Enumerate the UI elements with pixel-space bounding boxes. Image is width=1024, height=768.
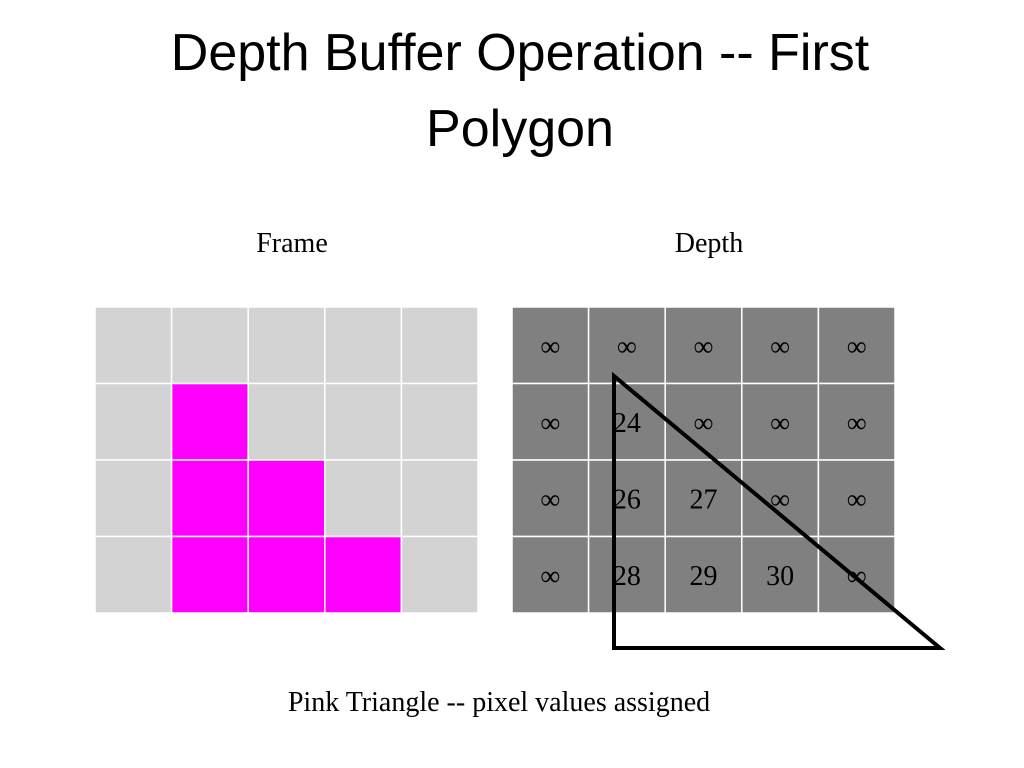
depth-cell — [587, 459, 666, 538]
title-line-1: Depth Buffer Operation -- First — [171, 24, 870, 82]
frame-cell — [400, 459, 479, 538]
frame-cell — [94, 535, 173, 614]
depth-cell — [664, 535, 743, 614]
depth-value: 29 — [690, 561, 718, 592]
frame-cell — [324, 535, 403, 614]
caption: Pink Triangle -- pixel values assigned — [288, 687, 710, 718]
frame-cell — [170, 306, 249, 385]
depth-value: ∞ — [617, 331, 637, 362]
frame-cell — [247, 459, 326, 538]
depth-value: ∞ — [770, 408, 790, 439]
frame-label: Frame — [256, 228, 328, 259]
depth-cell — [741, 535, 820, 614]
depth-cell — [817, 382, 896, 461]
depth-cell — [511, 535, 590, 614]
frame-cell — [94, 306, 173, 385]
frame-cell — [324, 382, 403, 461]
frame-cell — [324, 459, 403, 538]
depth-label: Depth — [675, 228, 743, 259]
depth-value: ∞ — [770, 331, 790, 362]
depth-value: 24 — [613, 408, 641, 439]
depth-cell — [511, 459, 590, 538]
frame-cell — [400, 382, 479, 461]
depth-value: ∞ — [540, 561, 560, 592]
depth-cell — [741, 459, 820, 538]
depth-value: ∞ — [847, 484, 867, 515]
depth-value: 27 — [690, 484, 718, 515]
depth-value: ∞ — [847, 331, 867, 362]
depth-value: 26 — [613, 484, 641, 515]
frame-cell — [94, 459, 173, 538]
frame-cell — [170, 535, 249, 614]
grids: ∞ ∞ ∞ ∞ ∞∞ 24 ∞ ∞ ∞∞ 26 27 ∞ ∞∞ 28 29 30 ∞ — [94, 306, 896, 614]
depth-cell — [817, 459, 896, 538]
depth-value: 28 — [613, 561, 641, 592]
frame-cell — [400, 306, 479, 385]
depth-value: ∞ — [770, 484, 790, 515]
frame-cell — [400, 535, 479, 614]
frame-cell — [247, 306, 326, 385]
triangle-outline — [612, 371, 946, 650]
depth-value: ∞ — [540, 331, 560, 362]
frame-cell — [247, 535, 326, 614]
depth-value: ∞ — [694, 408, 714, 439]
depth-value: ∞ — [540, 408, 560, 439]
depth-cell — [664, 306, 743, 385]
frame-cell — [170, 382, 249, 461]
depth-cell — [587, 535, 666, 614]
depth-value: ∞ — [540, 484, 560, 515]
depth-cell — [664, 382, 743, 461]
depth-value: ∞ — [694, 331, 714, 362]
depth-cell — [587, 306, 666, 385]
depth-value: ∞ — [847, 408, 867, 439]
depth-cell — [817, 306, 896, 385]
frame-cell — [247, 382, 326, 461]
title-line-2: Polygon — [426, 100, 614, 158]
frame-cell — [170, 459, 249, 538]
frame-cell — [94, 382, 173, 461]
frame-cell — [324, 306, 403, 385]
depth-value: 30 — [766, 561, 794, 592]
depth-cell — [511, 306, 590, 385]
